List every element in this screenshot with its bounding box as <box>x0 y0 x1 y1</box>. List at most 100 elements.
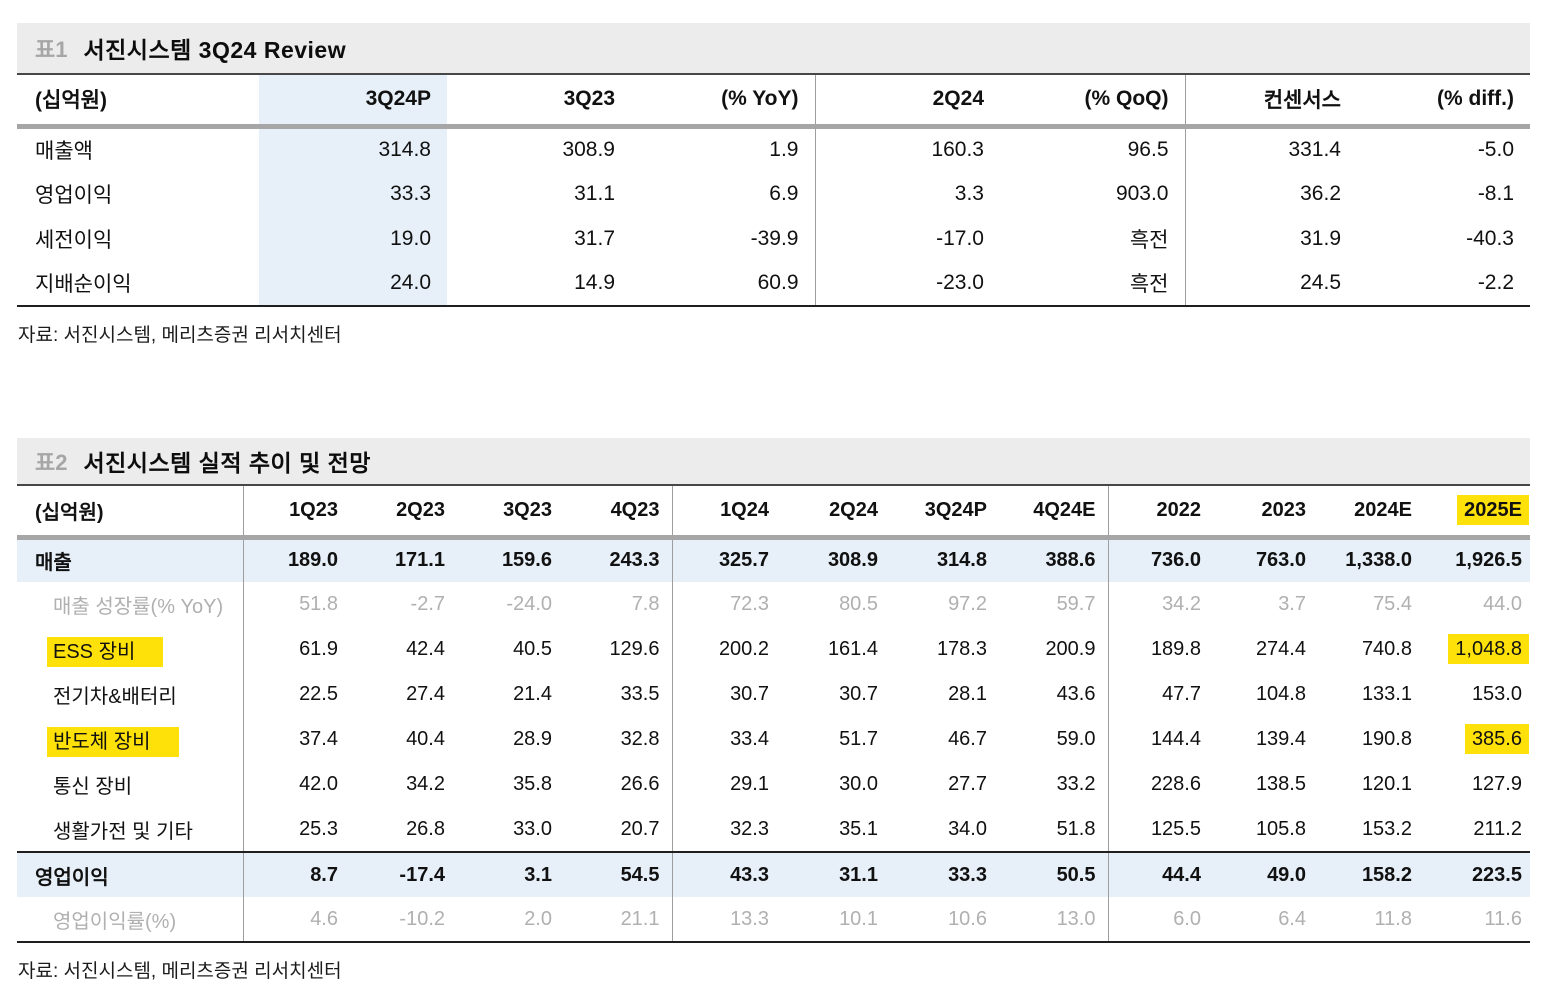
data-cell: 161.4 <box>827 638 878 660</box>
table-row: 전기차&배터리 22.5 27.4 21.4 33.5 30.7 30.7 28.1 43.6 4… <box>17 672 1530 717</box>
row-label: 매출 성장률(% YoY) <box>17 582 244 627</box>
data-cell: 27.7 <box>948 773 987 795</box>
data-cell: 211.2 <box>1473 817 1522 840</box>
yellow-highlight: 2025E <box>1457 494 1529 525</box>
row-label: 영업이익 <box>35 183 113 207</box>
forecast-table: (십억원) 1Q23 2Q23 3Q23 4Q23 1Q24 2Q24 3Q24P 4Q24E 2… <box>17 486 1530 943</box>
header-row: (십억원) 1Q23 2Q23 3Q23 4Q23 1Q24 2Q24 3Q24P 4Q24E 2… <box>17 486 1530 540</box>
data-cell: 22.5 <box>299 683 338 705</box>
header-row: (십억원) 3Q24P 3Q23 (% YoY) 2Q24 (% QoQ) 컨센서스 (% d… <box>17 75 1530 129</box>
data-cell: -17.0 <box>936 226 984 250</box>
column-header: 컨센서스 <box>1185 75 1357 129</box>
row-label: 매출액 <box>35 139 93 163</box>
data-cell: 49.0 <box>1213 851 1318 897</box>
row-label: 영업이익 <box>17 851 244 897</box>
data-cell: 46.7 <box>948 728 987 750</box>
data-cell: -17.4 <box>350 851 457 897</box>
data-cell: 27.4 <box>406 683 445 705</box>
data-cell: 385.6 <box>1424 717 1530 762</box>
data-cell: 139.4 <box>1255 728 1306 750</box>
data-cell: 44.4 <box>1108 851 1213 897</box>
data-cell: 24.0 <box>259 261 447 307</box>
data-cell: 4.6 <box>243 897 350 943</box>
data-cell: 51.8 <box>999 807 1109 852</box>
data-cell: 51.8 <box>299 593 338 615</box>
data-cell: -5.0 <box>1477 137 1514 161</box>
data-cell: 25.3 <box>299 817 338 840</box>
row-label: 통신 장비 <box>17 762 244 807</box>
data-cell: 31.7 <box>574 226 615 250</box>
yellow-highlight: 반도체 장비 <box>47 727 179 757</box>
data-cell: 40.5 <box>513 638 552 660</box>
data-cell: 30.0 <box>839 773 878 795</box>
data-cell: 13.3 <box>672 897 781 943</box>
data-cell: 1,048.8 <box>1424 627 1530 672</box>
data-cell: -2.7 <box>410 593 445 615</box>
data-cell: 96.5 <box>1000 126 1186 171</box>
data-cell: -8.1 <box>1477 181 1514 205</box>
yellow-highlight: 385.6 <box>1464 724 1529 754</box>
data-cell: 190.8 <box>1361 728 1412 750</box>
unit-header: (십억원) <box>17 486 244 540</box>
data-cell: 21.4 <box>513 683 552 705</box>
data-cell: 33.3 <box>890 851 999 897</box>
data-cell: 32.3 <box>730 817 769 840</box>
table-row: 세전이익 19.0 31.7 -39.9 -17.0 흑전 31.9 -40.3 <box>17 216 1530 261</box>
data-cell: 50.5 <box>999 851 1109 897</box>
data-cell: 30.7 <box>839 683 878 705</box>
data-cell: 31.1 <box>574 181 615 205</box>
row-label: ESS 장비 <box>17 627 244 672</box>
column-header: 3Q24P <box>259 75 447 129</box>
row-label: 영업이익률(%) <box>17 897 244 943</box>
column-header: 2Q23 <box>350 486 457 540</box>
data-cell: 33.0 <box>513 817 552 840</box>
data-cell: -24.0 <box>506 593 552 615</box>
column-header: 3Q23 <box>457 486 564 540</box>
data-cell: 60.9 <box>631 261 816 307</box>
data-cell: 13.0 <box>999 897 1109 943</box>
data-cell: 24.5 <box>1185 261 1357 307</box>
data-cell: 33.5 <box>564 672 673 717</box>
row-label: 매출 <box>17 537 244 582</box>
column-header: (% QoQ) <box>1000 75 1186 129</box>
data-cell: 189.8 <box>1150 638 1201 660</box>
data-cell: 42.0 <box>299 773 338 795</box>
data-cell: 43.6 <box>999 672 1109 717</box>
data-cell: 72.3 <box>730 593 769 615</box>
data-cell: -10.2 <box>350 897 457 943</box>
data-cell: 51.7 <box>839 728 878 750</box>
data-cell: 6.0 <box>1108 897 1213 943</box>
data-cell: 159.6 <box>457 537 564 582</box>
data-cell: 200.2 <box>718 638 769 660</box>
data-cell: 59.0 <box>999 717 1109 762</box>
data-cell: 153.0 <box>1471 683 1522 705</box>
data-cell: 61.9 <box>299 638 338 660</box>
column-header: 4Q24E <box>999 486 1109 540</box>
data-cell: 26.8 <box>406 817 445 840</box>
data-cell: 33.4 <box>730 728 769 750</box>
data-cell: 1,926.5 <box>1424 537 1530 582</box>
table2-tag: 표2 <box>35 450 68 475</box>
data-cell: 158.2 <box>1318 851 1424 897</box>
data-cell: 흑전 <box>1000 216 1186 261</box>
data-cell: 31.9 <box>1300 226 1341 250</box>
data-cell: 3.7 <box>1278 593 1306 615</box>
column-header: 2025E <box>1424 486 1530 540</box>
data-cell: 6.4 <box>1213 897 1318 943</box>
data-cell: 7.8 <box>564 582 673 627</box>
data-cell: 30.7 <box>730 683 769 705</box>
data-cell: 903.0 <box>1000 171 1186 216</box>
data-cell: 42.4 <box>406 638 445 660</box>
table-row: ESS 장비 61.9 42.4 40.5 129.6 200.2 161.4 178.3 20… <box>17 627 1530 672</box>
yellow-highlight: ESS 장비 <box>47 637 164 667</box>
table-row: 매출액 314.8 308.9 1.9 160.3 96.5 331.4 -5.0 <box>17 126 1530 171</box>
column-header: 3Q23 <box>447 75 631 129</box>
data-cell: 308.9 <box>781 537 890 582</box>
table1-section: 표1 서진시스템 3Q24 Review (십억원) 3Q24P 3Q23 (% Yo… <box>17 23 1530 347</box>
row-label: 세전이익 <box>35 228 113 252</box>
column-header: 2Q24 <box>815 75 1000 129</box>
table2-section: 표2 서진시스템 실적 추이 및 전망 (십억원) 1Q23 2Q23 3Q23 4Q2… <box>17 438 1530 983</box>
data-cell: 43.3 <box>672 851 781 897</box>
table-row: 영업이익률(%) 4.6 -10.2 2.0 21.1 13.3 10.1 10.6 13.0 6… <box>17 897 1530 943</box>
data-cell: 80.5 <box>839 593 878 615</box>
